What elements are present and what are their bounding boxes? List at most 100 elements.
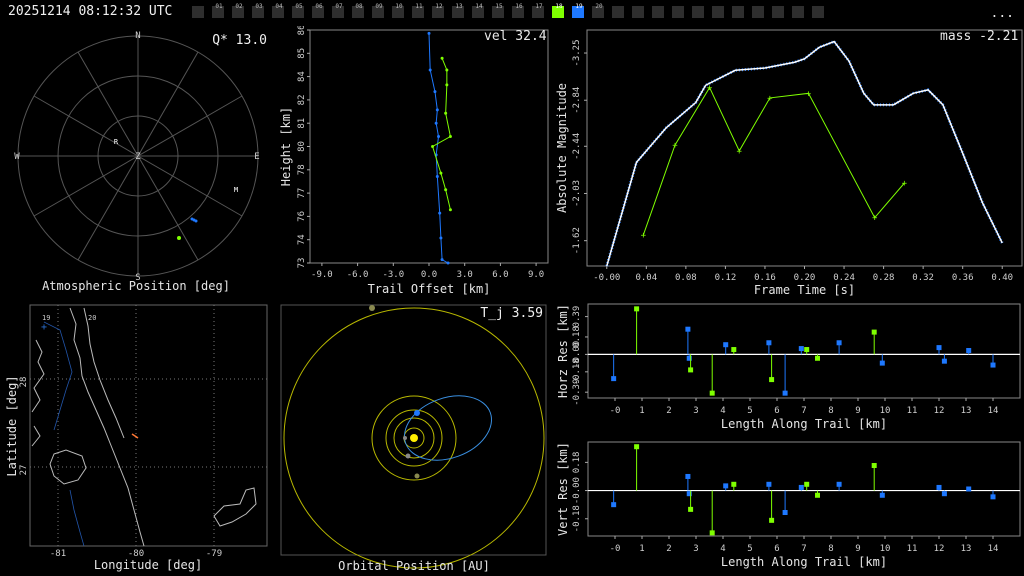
x-tick-label: 0.08 <box>675 273 697 283</box>
frame-slot[interactable]: 07 <box>332 3 344 18</box>
frame-slot[interactable]: 09 <box>372 3 384 18</box>
residual-point <box>990 362 996 368</box>
y-tick-label: 85 <box>297 48 307 59</box>
frame-slot[interactable] <box>192 6 204 18</box>
residual-point <box>836 340 842 346</box>
residual-point <box>769 517 775 523</box>
residual-point <box>966 486 972 492</box>
frame-slot[interactable] <box>692 6 704 18</box>
frame-number: 13 <box>455 3 463 10</box>
east-label: E <box>254 152 259 162</box>
frame-slot[interactable]: 06 <box>312 3 324 18</box>
frame-slot[interactable]: 08 <box>352 3 364 18</box>
frame-slot[interactable] <box>632 6 644 18</box>
residual-point <box>798 346 804 352</box>
y-tick-label: -2.03 <box>572 180 582 207</box>
residual-xlabel: Length Along Trail [km] <box>721 417 887 431</box>
frame-number: 10 <box>395 3 403 10</box>
frame-toolbar: 20251214 08:12:32 UTC 01 02 03 04 05 06 07 08 09… <box>0 0 1024 26</box>
frame-slot[interactable]: 20 <box>592 3 604 18</box>
green-point: + <box>872 214 878 224</box>
frame-number: 08 <box>355 3 363 10</box>
residual-point <box>685 473 691 479</box>
frame-slot[interactable]: 03 <box>252 3 264 18</box>
frame-slot[interactable]: 01 <box>212 3 224 18</box>
x-tick-label: 7 <box>801 544 806 554</box>
trail-point <box>440 56 444 60</box>
residual-ylabel: Vert Res [km] <box>556 442 570 536</box>
frame-slot[interactable]: 17 <box>532 3 544 18</box>
trail-point <box>427 31 431 35</box>
x-tick-label: 0.36 <box>952 273 974 283</box>
y-tick-label: 84 <box>297 71 307 82</box>
frame-slot[interactable]: 14 <box>472 3 484 18</box>
planet-icon <box>414 473 420 479</box>
y-tick-label: 0.39 <box>572 306 582 328</box>
y-tick-label: -2.84 <box>572 87 582 114</box>
frame-number: 09 <box>375 3 383 10</box>
frame-number: 01 <box>215 3 223 10</box>
frame-slot[interactable] <box>752 6 764 18</box>
frame-slot[interactable]: 10 <box>392 3 404 18</box>
frame-number: 20 <box>595 3 603 10</box>
frame-slot[interactable]: 13 <box>452 3 464 18</box>
frame-slot[interactable]: 19 <box>572 3 584 18</box>
meteor-ground-track <box>131 433 139 439</box>
frame-slot[interactable] <box>612 6 624 18</box>
trail-point <box>444 188 448 192</box>
frame-slot[interactable] <box>732 6 744 18</box>
x-tick-label: 10 <box>880 406 891 416</box>
frame-slot[interactable] <box>792 6 804 18</box>
x-tick-label: 14 <box>988 544 999 554</box>
trail-xlabel: Trail Offset [km] <box>368 282 491 296</box>
menu-button[interactable]: ... <box>990 6 1014 21</box>
residual-point <box>815 492 820 498</box>
north-label: N <box>135 31 140 41</box>
residual-point <box>709 530 715 536</box>
map-ytick: 27 <box>19 465 29 476</box>
frame-number: 03 <box>255 3 263 10</box>
trail-point <box>431 145 435 148</box>
residual-point <box>611 376 617 382</box>
frame-slot[interactable]: 11 <box>412 3 424 18</box>
x-tick-label: 11 <box>907 406 918 416</box>
frame-slot[interactable] <box>712 6 724 18</box>
residual-point <box>782 390 788 396</box>
frame-slot[interactable]: 02 <box>232 3 244 18</box>
green-series-line <box>642 86 905 236</box>
frame-slot[interactable] <box>652 6 664 18</box>
green-point: + <box>806 89 812 99</box>
planet-icon <box>369 305 375 311</box>
frame-slot[interactable] <box>772 6 784 18</box>
x-tick-label: 3.0 <box>457 270 473 280</box>
frame-number: 04 <box>275 3 283 10</box>
x-tick-label: 0.04 <box>635 273 657 283</box>
frame-number: 07 <box>335 3 343 10</box>
y-tick-label: 76 <box>297 211 307 222</box>
frame-slot[interactable] <box>672 6 684 18</box>
velocity-label: vel 32.4 <box>484 29 547 44</box>
y-tick-label: 80 <box>297 141 307 152</box>
trail-point <box>448 135 452 139</box>
frame-slot[interactable]: 18 <box>552 3 564 18</box>
frame-slot[interactable]: 05 <box>292 3 304 18</box>
residual-point <box>766 340 772 346</box>
residual-point <box>685 326 691 332</box>
frame-slot[interactable]: 15 <box>492 3 504 18</box>
frame-slot[interactable]: 04 <box>272 3 284 18</box>
county-borders <box>43 321 85 547</box>
x-tick-label: 3 <box>693 406 698 416</box>
trail-series-line <box>428 33 449 264</box>
residual-point <box>966 348 972 354</box>
orbit-xlabel: Orbital Position [AU] <box>338 559 490 573</box>
residual-point <box>634 444 640 450</box>
frame-slot[interactable] <box>812 6 824 18</box>
residual-point <box>686 355 692 361</box>
trail-point <box>437 135 441 139</box>
blue-track-point <box>194 219 198 223</box>
residual-point <box>990 494 996 500</box>
frame-slot[interactable]: 16 <box>512 3 524 18</box>
trail-point <box>445 83 449 87</box>
earth-icon <box>414 410 420 416</box>
frame-slot[interactable]: 12 <box>432 3 444 18</box>
